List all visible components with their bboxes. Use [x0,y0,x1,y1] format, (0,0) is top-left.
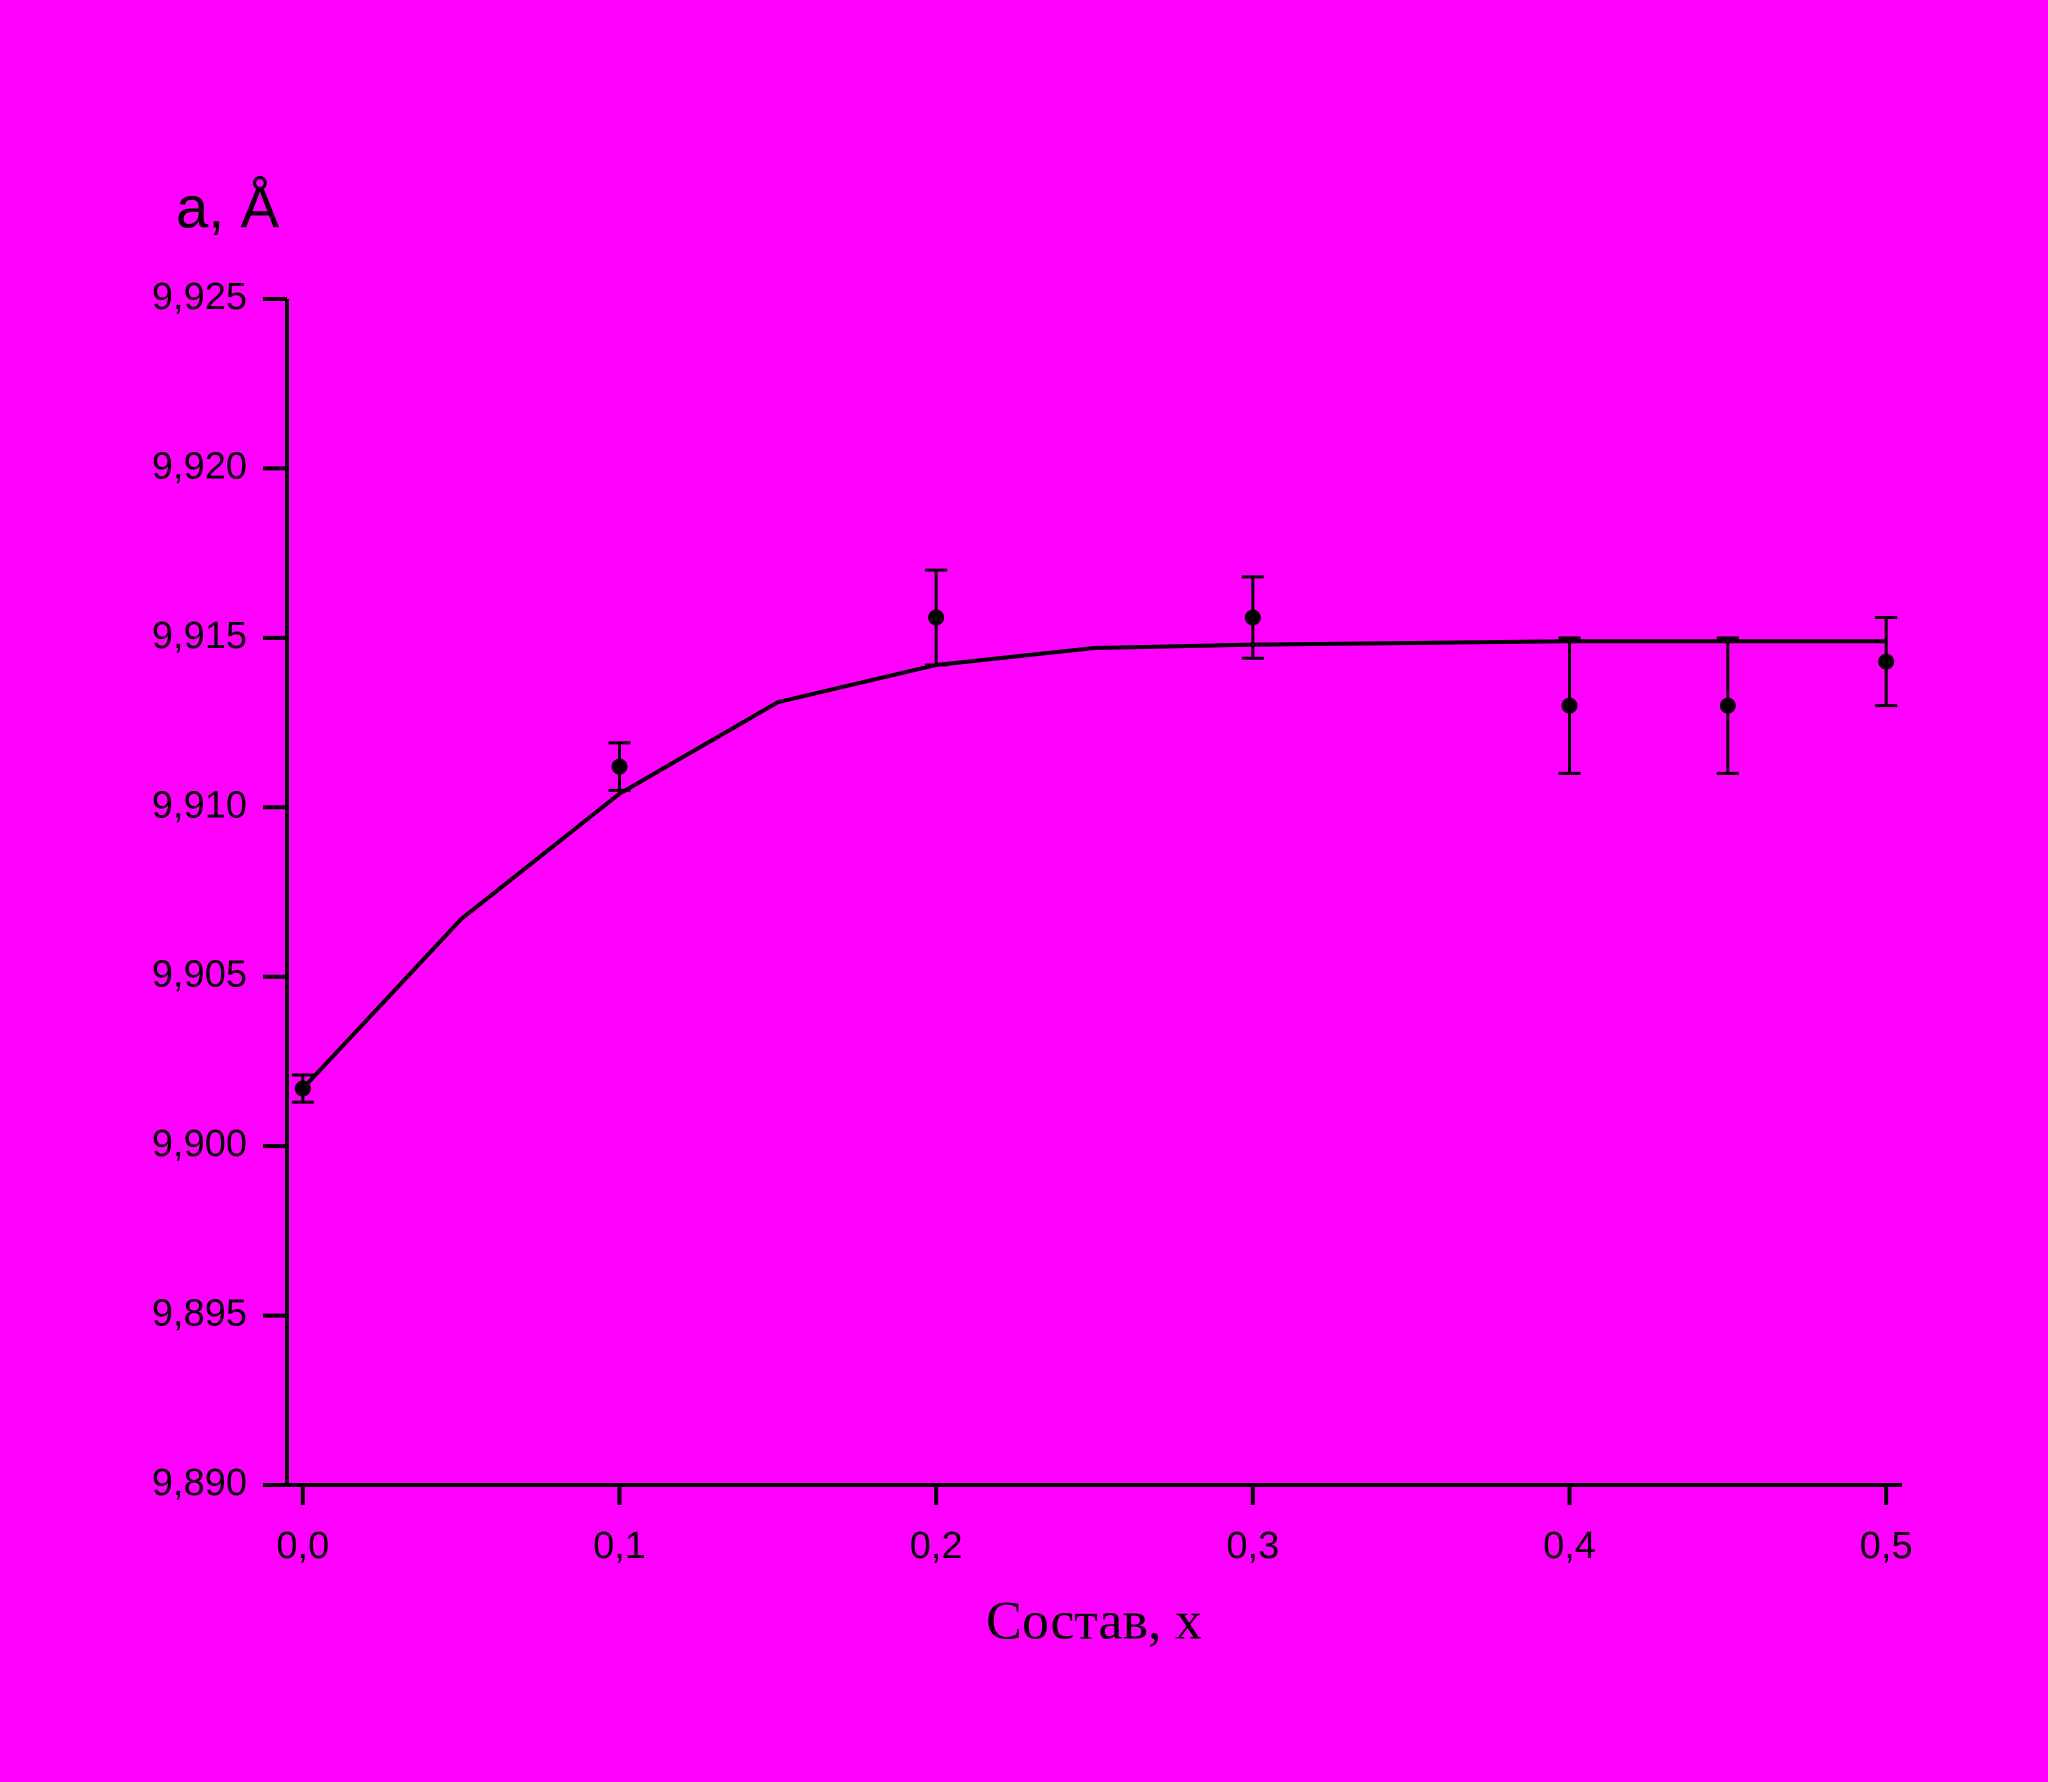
y-tick-label: 9,905 [152,954,247,996]
y-tick-label: 9,910 [152,784,247,826]
y-tick-label: 9,900 [152,1123,247,1165]
x-tick-label: 0,3 [1226,1525,1279,1567]
data-point [1719,697,1736,714]
y-tick-label: 9,915 [152,615,247,657]
x-tick-label: 0,0 [276,1525,329,1567]
fit-line [301,639,1887,1090]
y-tick-label: 9,895 [152,1293,247,1335]
data-point [1244,609,1261,626]
x-tick-label: 0,4 [1543,1525,1596,1567]
data-point [928,609,945,626]
data-point [611,758,628,775]
x-axis-label: Состав, x [986,1590,1202,1650]
y-tick-label: 9,920 [152,445,247,487]
y-axis-label: a, Å [176,175,279,240]
y-tick-label: 9,925 [152,276,247,318]
data-point [1878,653,1895,670]
x-tick-label: 0,5 [1860,1525,1913,1567]
data-point [1561,697,1578,714]
x-tick-label: 0,1 [593,1525,646,1567]
y-tick-label: 9,890 [152,1462,247,1504]
x-tick-label: 0,2 [910,1525,963,1567]
